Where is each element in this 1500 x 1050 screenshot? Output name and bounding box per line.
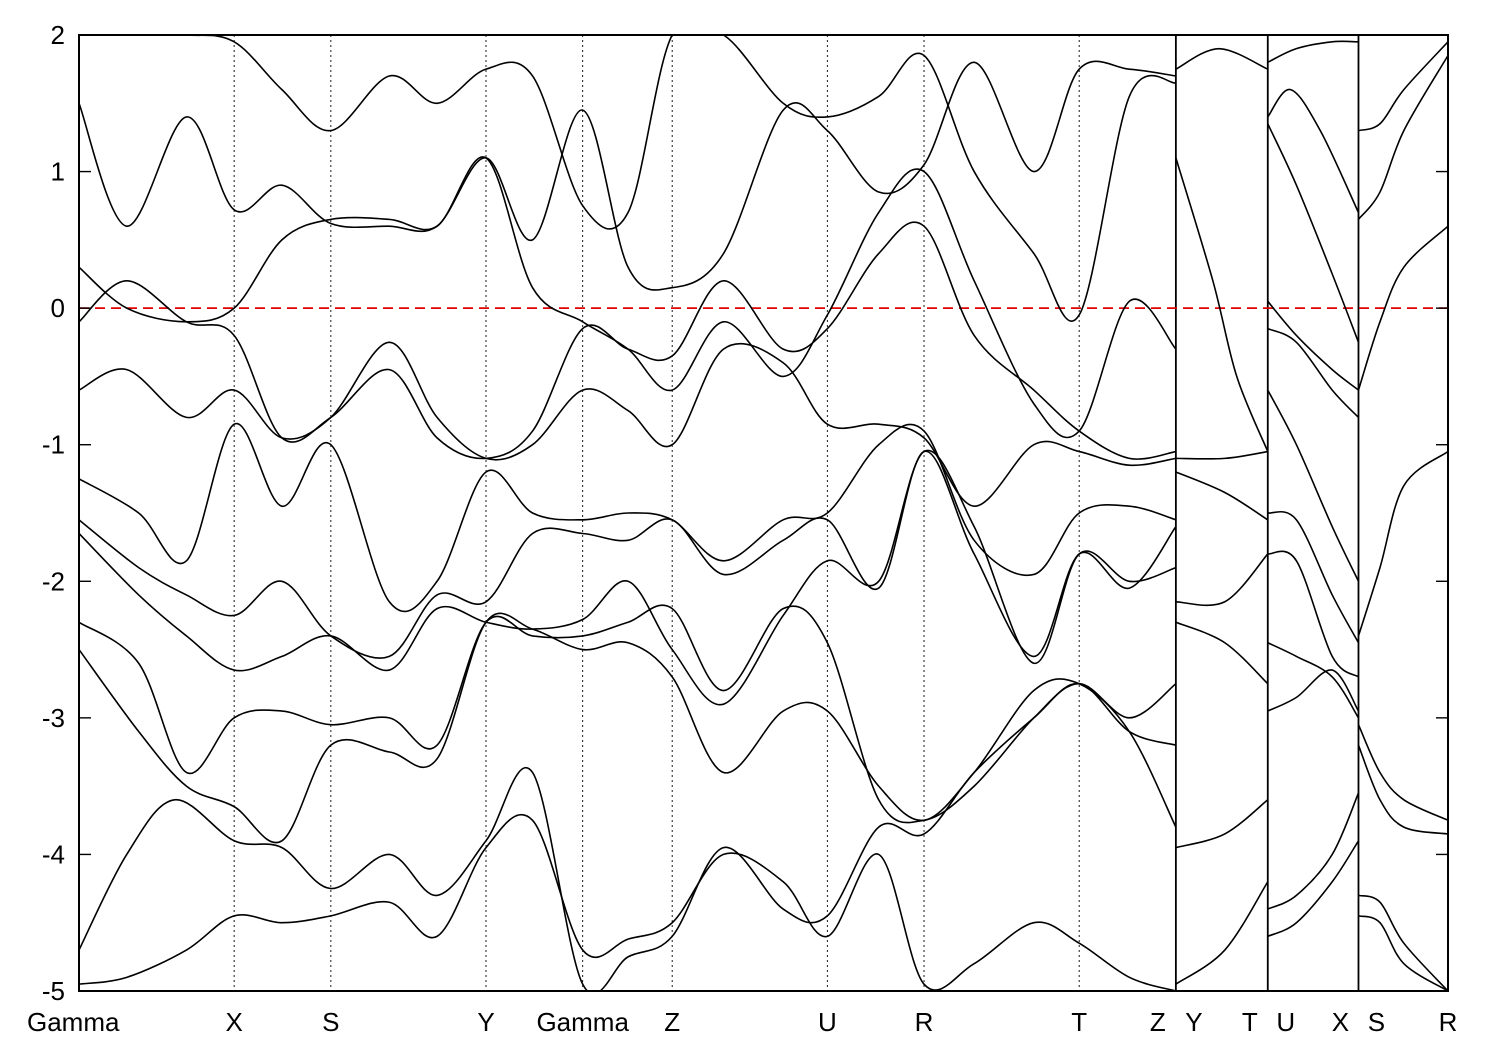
- band-27: [1267, 510, 1360, 644]
- band-26: [1267, 389, 1360, 582]
- band-30: [1267, 669, 1360, 712]
- band-21: [1267, 88, 1360, 213]
- y-tick-label: 1: [51, 157, 65, 187]
- x-tick-label: U: [818, 1007, 837, 1037]
- y-tick-label: -3: [42, 703, 65, 733]
- y-tick-label: -5: [42, 976, 65, 1006]
- band-9: [79, 221, 1177, 460]
- x-tick-label: S: [322, 1007, 339, 1037]
- band-33: [1358, 41, 1448, 132]
- x-tick-label: X: [1332, 1007, 1349, 1037]
- band-15: [1175, 450, 1268, 460]
- band-28: [1267, 550, 1359, 678]
- y-tick-labels: -5 -4 -3 -2 -1 0 1 2: [42, 20, 65, 1006]
- kpoint-gridlines: [233, 35, 1360, 991]
- band-35: [1357, 225, 1448, 391]
- y-tick-label: -2: [42, 566, 65, 596]
- band-16: [1175, 471, 1269, 521]
- band-40: [1358, 894, 1448, 991]
- x-tick-label: Z: [1150, 1007, 1166, 1037]
- band-8: [79, 341, 1176, 507]
- y-tick-label: -1: [42, 430, 65, 460]
- band-37: [1357, 724, 1448, 822]
- x-tick-label: T: [1071, 1007, 1087, 1037]
- band-7: [79, 423, 1177, 613]
- x-tick-label: Z: [664, 1007, 680, 1037]
- band-31: [1267, 792, 1360, 910]
- band-3: [79, 612, 1177, 844]
- band-13: [1175, 157, 1269, 452]
- plot-frame: [78, 34, 1449, 992]
- x-tick-label: T: [1242, 1007, 1258, 1037]
- x-tick-labels: Gamma X S Y Gamma Z U R T Z Y T U X S R: [27, 1007, 1457, 1037]
- band-29: [1267, 642, 1360, 719]
- band-36: [1357, 450, 1448, 637]
- x-tick-label: S: [1368, 1007, 1385, 1037]
- band-39: [1358, 915, 1448, 991]
- band-10: [79, 156, 1177, 439]
- x-tick-label: Y: [477, 1007, 494, 1037]
- band-14: [1175, 47, 1269, 70]
- x-tick-label: Gamma: [27, 1007, 120, 1037]
- band-24: [1267, 300, 1359, 391]
- band-12: [79, 35, 1177, 322]
- x-tick-label: R: [915, 1007, 934, 1037]
- band-23: [1267, 123, 1360, 343]
- band-32: [1267, 840, 1360, 938]
- band-17: [1175, 553, 1269, 607]
- band-22: [1267, 40, 1359, 64]
- band-lines: [79, 35, 1448, 991]
- axis-ticks: [79, 34, 1448, 992]
- band-1: [79, 813, 1177, 991]
- x-tick-label: X: [225, 1007, 242, 1037]
- x-tick-label: U: [1276, 1007, 1295, 1037]
- x-tick-label: Y: [1185, 1007, 1202, 1037]
- band-38: [1357, 744, 1448, 835]
- y-tick-label: 0: [51, 293, 65, 323]
- x-tick-label: R: [1439, 1007, 1458, 1037]
- y-tick-label: 2: [51, 20, 65, 50]
- band-11: [79, 60, 1176, 291]
- band-25: [1267, 327, 1360, 418]
- band-5: [79, 449, 1177, 706]
- y-tick-label: -4: [42, 839, 65, 869]
- band-18: [1175, 621, 1269, 685]
- band-20: [1175, 881, 1269, 985]
- band-4: [79, 604, 1177, 824]
- x-tick-label: Gamma: [536, 1007, 629, 1037]
- band-34: [1357, 55, 1448, 220]
- band-19: [1175, 799, 1269, 849]
- band-2: [79, 682, 1177, 991]
